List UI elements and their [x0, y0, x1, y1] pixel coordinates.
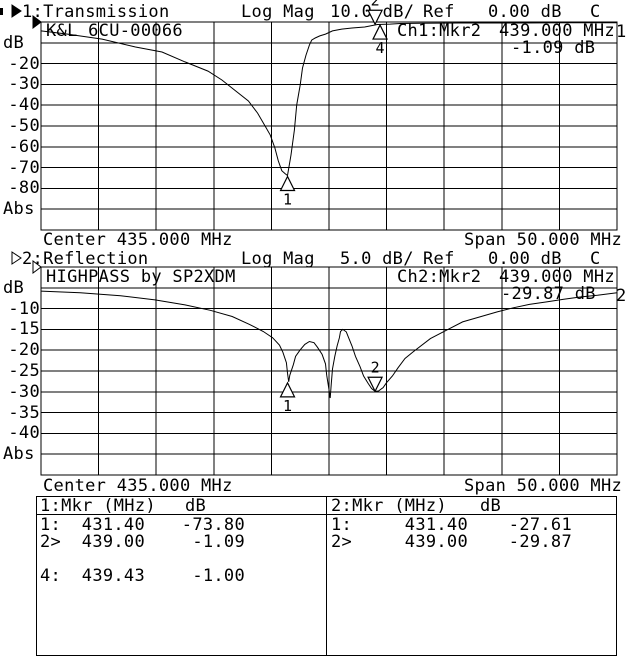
y-axis-label: -10 — [8, 298, 40, 319]
marker-row-id: 2> — [40, 532, 62, 552]
ch2-marker-readout-label: Ch2:Mkr2 — [397, 267, 482, 287]
ch2-trace-label: HIGHPASS by SP2XDM — [46, 267, 236, 287]
marker-row-freq: 439.43 — [81, 566, 145, 586]
ch1-span: Span 50.000 MHz — [464, 230, 623, 250]
ch2-marker-readout-value: -29.87 dB — [501, 284, 596, 304]
marker-triangle-icon — [367, 376, 384, 393]
marker-1-ch2: 1 — [279, 381, 296, 415]
marker-row-freq: 431.40 — [81, 515, 145, 535]
marker-row-value: -73.80 — [181, 515, 245, 535]
y-axis-label: -40 — [8, 95, 40, 116]
y-axis-label: -35 — [8, 402, 40, 423]
marker-1-ch1: 1 — [279, 175, 296, 209]
marker-2-ch2: 2 — [367, 358, 384, 393]
ch2-span: Span 50.000 MHz — [464, 476, 623, 496]
channel-arrow-icon — [11, 4, 22, 18]
ch1-marker-readout-label: Ch1:Mkr2 — [397, 21, 482, 41]
ch1-ref-label: Ref — [423, 2, 455, 22]
ch1-cal-flag: C — [590, 2, 601, 22]
marker-table-header-rule — [36, 514, 617, 515]
marker-row-freq: 439.00 — [81, 532, 145, 552]
ch2-format-label: Log Mag — [241, 249, 315, 269]
marker-triangle-icon — [279, 381, 296, 398]
marker-row-value: -29.87 — [508, 532, 572, 552]
y-axis-label: dB — [3, 32, 25, 53]
marker-table-unit-header: dB — [480, 496, 502, 516]
marker-row-freq: 439.00 — [404, 532, 468, 552]
ch1-center-freq: Center 435.000 MHz — [43, 230, 233, 250]
y-axis-label: -30 — [8, 381, 40, 402]
y-axis-label: -50 — [8, 116, 40, 136]
y-axis-label: dB — [3, 277, 25, 298]
ch1-edge-marker: 1 — [616, 22, 627, 42]
y-axis-label: -40 — [8, 423, 40, 444]
ch1-format-label: Log Mag — [241, 2, 315, 22]
y-axis-label: -20 — [8, 53, 40, 74]
screen-edge-artifact — [0, 8, 3, 15]
marker-number-label: 1 — [283, 397, 292, 415]
marker-number-label: 4 — [376, 39, 385, 57]
ch2-channel-label: 2:Reflection — [22, 249, 149, 269]
marker-row-value: -1.00 — [192, 566, 245, 586]
marker-row-value: -27.61 — [508, 515, 572, 535]
ch2-scale-value: 5.0 dB/ — [340, 249, 414, 269]
trace-ch2 — [40, 290, 618, 399]
channel-arrow-icon — [11, 251, 22, 265]
ch1-ref-value: 0.00 dB — [488, 2, 562, 22]
ch1-scale-value: 10.0 dB/ — [330, 2, 415, 22]
ch2-center-freq: Center 435.000 MHz — [43, 476, 233, 496]
ch2-ref-value: 0.00 dB — [488, 249, 562, 269]
y-axis-label: Abs — [3, 444, 35, 465]
y-axis-label: -30 — [8, 74, 40, 95]
ch2-cal-flag: C — [590, 249, 601, 269]
ch2-edge-marker: 2 — [616, 286, 627, 306]
y-axis-label: -60 — [8, 136, 40, 157]
marker-number-label: 2 — [371, 358, 380, 376]
ch2-ref-label: Ref — [423, 249, 455, 269]
ch1-channel-label: 1:Transmission — [22, 2, 170, 22]
marker-row-id: 4: — [40, 566, 62, 586]
marker-row-id: 2> — [331, 532, 353, 552]
marker-table-unit-header: dB — [185, 496, 207, 516]
marker-table-title: 1:Mkr (MHz) — [40, 496, 156, 516]
marker-triangle-icon — [372, 23, 389, 40]
marker-row-value: -1.09 — [192, 532, 245, 552]
marker-row-id: 1: — [40, 515, 62, 535]
y-axis-label: -20 — [8, 340, 40, 361]
y-axis-label: -15 — [8, 319, 40, 340]
marker-table-title: 2:Mkr (MHz) — [331, 496, 447, 516]
y-axis-label: -70 — [8, 157, 40, 178]
marker-triangle-icon — [279, 175, 296, 192]
marker-4-ch1: 4 — [372, 23, 389, 57]
y-axis-label: -25 — [8, 361, 40, 381]
y-axis-label: -80 — [8, 178, 40, 199]
marker-table-divider — [326, 496, 327, 656]
marker-number-label: 1 — [283, 191, 292, 209]
marker-row-freq: 431.40 — [404, 515, 468, 535]
y-axis-label: Abs — [3, 199, 35, 220]
ch1-marker-readout-value: -1.09 dB — [511, 38, 596, 58]
ch1-trace-label: K&L 6CU-00066 — [46, 21, 183, 41]
marker-row-id: 1: — [331, 515, 353, 535]
